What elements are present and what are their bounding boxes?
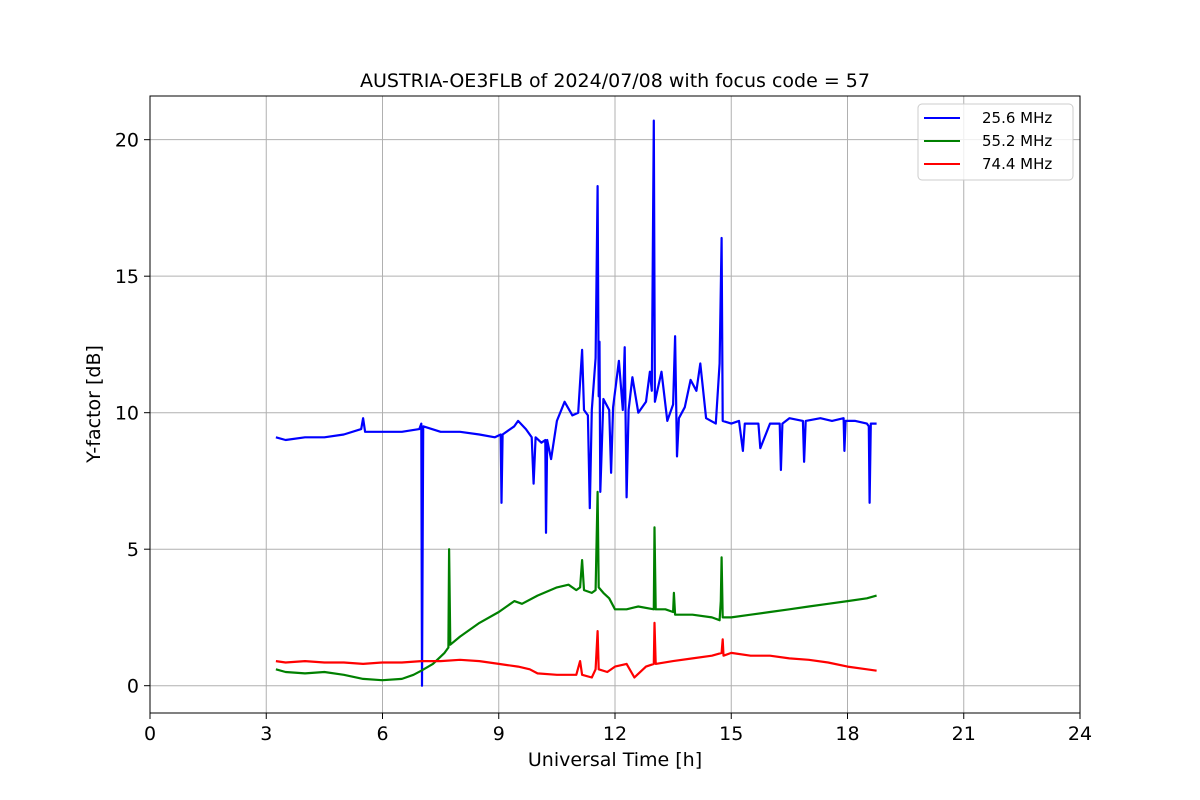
- legend-box: [917, 103, 1074, 181]
- x-tick-label: 24: [1068, 723, 1092, 745]
- x-axis: 0 3 6 9 12 15 18 21 24: [144, 713, 1092, 745]
- x-tick-label: 21: [952, 723, 976, 745]
- x-tick-label: 12: [603, 723, 627, 745]
- x-tick-label: 6: [376, 723, 388, 745]
- legend-label: 74.4 MHz: [982, 155, 1052, 173]
- series-line-55-2-mhz: [275, 490, 877, 682]
- y-axis-label: Y-factor [dB]: [83, 345, 105, 464]
- x-tick-label: 3: [260, 723, 272, 745]
- x-tick-label: 18: [835, 723, 859, 745]
- y-tick-label: 15: [115, 266, 139, 288]
- x-axis-label: Universal Time [h]: [528, 749, 702, 771]
- legend-label: 55.2 MHz: [982, 132, 1052, 150]
- y-axis: 0 5 10 15 20: [115, 130, 150, 698]
- y-tick-label: 0: [127, 676, 139, 698]
- legend: 25.6 MHz 55.2 MHz 74.4 MHz: [917, 103, 1074, 181]
- x-tick-label: 9: [493, 723, 505, 745]
- series-line-74-4-mhz: [275, 621, 877, 679]
- x-tick-label: 0: [144, 723, 156, 745]
- legend-label: 25.6 MHz: [982, 109, 1052, 127]
- y-tick-label: 20: [115, 130, 139, 152]
- chart-title: AUSTRIA-OE3FLB of 2024/07/08 with focus …: [360, 70, 870, 92]
- x-tick-label: 15: [719, 723, 743, 745]
- y-tick-label: 5: [127, 539, 139, 561]
- y-tick-label: 10: [115, 403, 139, 425]
- series-line-25-6-mhz: [275, 119, 877, 687]
- series-layer: [275, 119, 877, 687]
